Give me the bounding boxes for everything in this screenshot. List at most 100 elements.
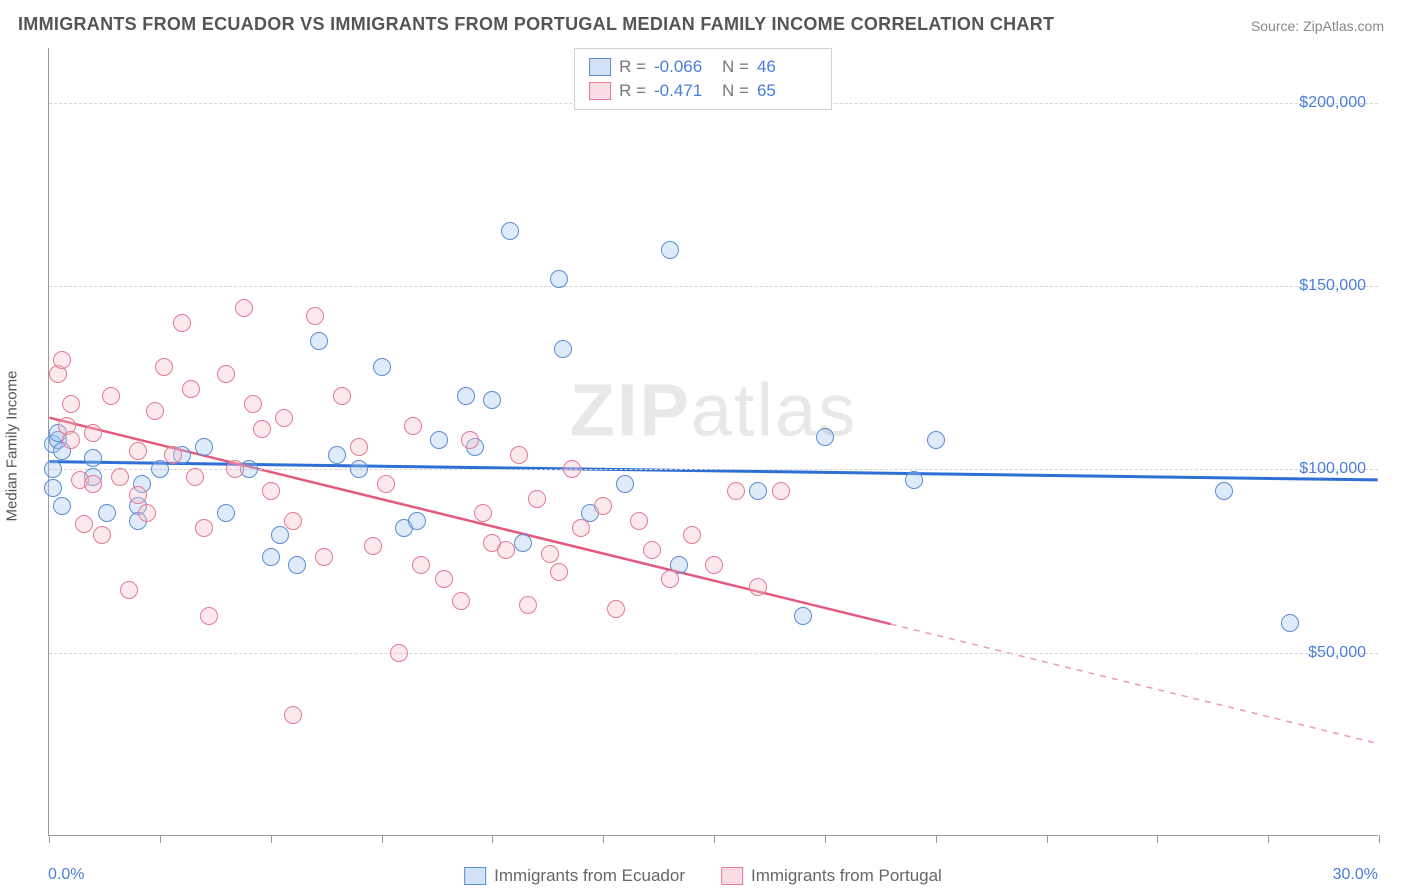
data-point — [350, 460, 368, 478]
data-point — [563, 460, 581, 478]
legend-row: R = -0.471 N = 65 — [589, 79, 817, 103]
data-point — [315, 548, 333, 566]
legend-n-value: 46 — [757, 57, 817, 77]
legend-r-value: -0.471 — [654, 81, 714, 101]
data-point — [111, 468, 129, 486]
y-tick-label: $100,000 — [1299, 460, 1366, 478]
data-point — [457, 387, 475, 405]
y-tick-label: $50,000 — [1308, 644, 1366, 662]
data-point — [550, 270, 568, 288]
legend-n-label: N = — [722, 81, 749, 101]
data-point — [62, 431, 80, 449]
x-tick — [1379, 835, 1380, 843]
gridline — [49, 286, 1378, 287]
data-point — [554, 340, 572, 358]
data-point — [594, 497, 612, 515]
legend-swatch — [589, 58, 611, 76]
data-point — [1215, 482, 1233, 500]
data-point — [377, 475, 395, 493]
data-point — [138, 504, 156, 522]
series-label: Immigrants from Ecuador — [494, 866, 685, 886]
x-tick — [1268, 835, 1269, 843]
data-point — [44, 460, 62, 478]
data-point — [501, 222, 519, 240]
correlation-legend: R = -0.066 N = 46R = -0.471 N = 65 — [574, 48, 832, 110]
data-point — [155, 358, 173, 376]
x-tick — [936, 835, 937, 843]
data-point — [129, 486, 147, 504]
data-point — [497, 541, 515, 559]
data-point — [217, 365, 235, 383]
data-point — [253, 420, 271, 438]
data-point — [927, 431, 945, 449]
data-point — [186, 468, 204, 486]
data-point — [643, 541, 661, 559]
watermark: ZIPatlas — [570, 368, 857, 453]
data-point — [550, 563, 568, 581]
data-point — [350, 438, 368, 456]
data-point — [435, 570, 453, 588]
data-point — [510, 446, 528, 464]
legend-n-label: N = — [722, 57, 749, 77]
data-point — [53, 351, 71, 369]
data-point — [53, 497, 71, 515]
x-tick — [1047, 835, 1048, 843]
data-point — [408, 512, 426, 530]
gridline — [49, 653, 1378, 654]
data-point — [151, 460, 169, 478]
data-point — [288, 556, 306, 574]
data-point — [200, 607, 218, 625]
data-point — [102, 387, 120, 405]
data-point — [373, 358, 391, 376]
legend-n-value: 65 — [757, 81, 817, 101]
legend-row: R =-0.066N =46 — [589, 55, 817, 79]
data-point — [284, 512, 302, 530]
x-tick — [603, 835, 604, 843]
data-point — [262, 482, 280, 500]
data-point — [390, 644, 408, 662]
data-point — [120, 581, 138, 599]
x-tick — [160, 835, 161, 843]
data-point — [474, 504, 492, 522]
data-point — [749, 578, 767, 596]
trend-line-extrapolated — [891, 624, 1378, 743]
data-point — [235, 299, 253, 317]
data-point — [1281, 614, 1299, 632]
data-point — [905, 471, 923, 489]
data-point — [271, 526, 289, 544]
data-point — [306, 307, 324, 325]
x-axis-max-label: 30.0% — [1333, 866, 1378, 884]
data-point — [772, 482, 790, 500]
data-point — [683, 526, 701, 544]
data-point — [519, 596, 537, 614]
data-point — [705, 556, 723, 574]
data-point — [217, 504, 235, 522]
chart-title: IMMIGRANTS FROM ECUADOR VS IMMIGRANTS FR… — [18, 14, 1054, 35]
data-point — [284, 706, 302, 724]
data-point — [262, 548, 280, 566]
data-point — [412, 556, 430, 574]
data-point — [75, 515, 93, 533]
data-point — [661, 241, 679, 259]
data-point — [44, 479, 62, 497]
data-point — [146, 402, 164, 420]
data-point — [195, 519, 213, 537]
x-tick — [492, 835, 493, 843]
data-point — [129, 442, 147, 460]
plot-area: ZIPatlas $50,000$100,000$150,000$200,000 — [48, 48, 1378, 836]
data-point — [607, 600, 625, 618]
legend-swatch — [589, 82, 611, 100]
data-point — [226, 460, 244, 478]
data-point — [84, 449, 102, 467]
legend-swatch — [721, 867, 743, 885]
data-point — [483, 391, 501, 409]
legend-r-label: R = — [619, 81, 646, 101]
x-tick — [714, 835, 715, 843]
legend-r-value: -0.066 — [654, 57, 714, 77]
data-point — [572, 519, 590, 537]
data-point — [84, 424, 102, 442]
data-point — [452, 592, 470, 610]
x-tick — [49, 835, 50, 843]
y-tick-label: $200,000 — [1299, 94, 1366, 112]
x-axis-min-label: 0.0% — [48, 866, 84, 884]
